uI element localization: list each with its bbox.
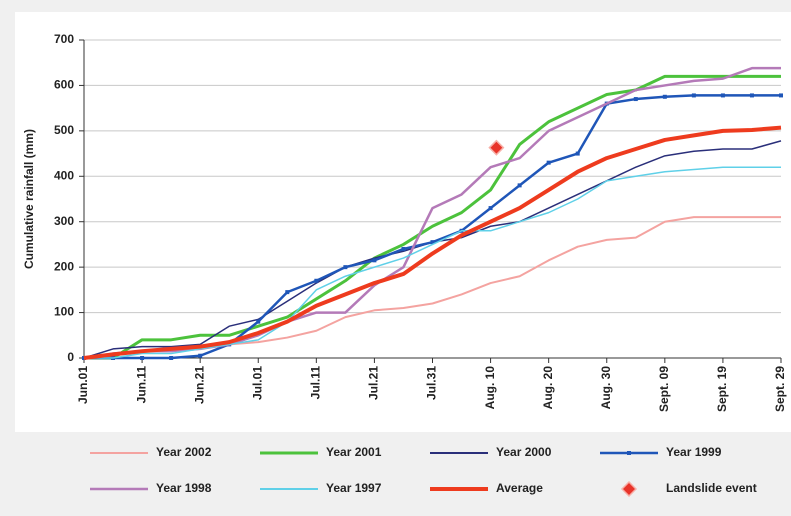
point — [430, 240, 435, 245]
point — [627, 451, 631, 455]
y-tick-label: 700 — [54, 32, 74, 46]
legend-label: Year 2001 — [326, 445, 382, 459]
point — [140, 356, 145, 360]
legend-label: Average — [496, 481, 543, 495]
x-tick-label: Jun.01 — [76, 366, 90, 404]
x-tick-label: Jul.11 — [309, 366, 323, 400]
y-tick-label: 300 — [54, 214, 74, 228]
legend-label: Year 2000 — [496, 445, 552, 459]
legend-label: Year 1998 — [156, 481, 212, 495]
y-tick-label: 0 — [67, 350, 74, 364]
legend-label: Year 2002 — [156, 445, 212, 459]
point — [633, 97, 638, 102]
x-tick-label: Jul.21 — [367, 366, 381, 400]
point — [662, 94, 667, 99]
series — [488, 139, 505, 156]
x-tick-label: Sept. 29 — [773, 366, 787, 412]
y-tick-label: 400 — [54, 168, 74, 182]
x-tick-label: Jun.11 — [134, 366, 148, 404]
y-tick-label: 100 — [54, 305, 74, 319]
point — [620, 480, 638, 498]
x-tick-label: Jun.21 — [192, 366, 206, 404]
series — [84, 166, 781, 359]
data-line — [84, 74, 781, 360]
point — [285, 290, 290, 295]
x-tick-label: Aug. 20 — [541, 366, 555, 410]
y-axis-title: Cumulative rainfall (mm) — [22, 129, 36, 269]
point — [372, 258, 377, 263]
y-tick-label: 200 — [54, 259, 74, 273]
x-tick-label: Sept. 19 — [715, 366, 729, 412]
point — [749, 93, 754, 98]
x-tick-label: Aug. 10 — [483, 366, 497, 410]
point — [401, 246, 406, 251]
data-line — [83, 125, 782, 360]
point — [488, 139, 505, 156]
series — [83, 125, 782, 360]
x-tick-label: Jul.31 — [425, 366, 439, 400]
legend-label: Year 1997 — [326, 481, 382, 495]
x-tick-label: Jul.01 — [250, 366, 264, 400]
point — [779, 93, 783, 98]
point — [169, 356, 174, 360]
point — [488, 206, 493, 211]
point — [546, 160, 551, 165]
y-tick-label: 500 — [54, 123, 74, 137]
legend-label: Landslide event — [666, 481, 757, 495]
point — [314, 278, 319, 283]
point — [198, 353, 203, 358]
y-tick-label: 600 — [54, 78, 74, 92]
point — [691, 93, 696, 98]
legend-label: Year 1999 — [666, 445, 722, 459]
series — [84, 74, 781, 360]
x-tick-label: Aug. 30 — [599, 366, 613, 410]
point — [575, 151, 580, 156]
point — [343, 265, 348, 270]
point — [517, 183, 522, 188]
point — [720, 93, 725, 98]
data-line — [84, 166, 781, 359]
x-tick-label: Sept. 09 — [657, 366, 671, 412]
point — [256, 319, 261, 324]
